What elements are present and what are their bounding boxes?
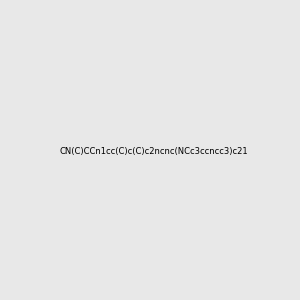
Text: CN(C)CCn1cc(C)c(C)c2ncnc(NCc3ccncc3)c21: CN(C)CCn1cc(C)c(C)c2ncnc(NCc3ccncc3)c21	[59, 147, 248, 156]
